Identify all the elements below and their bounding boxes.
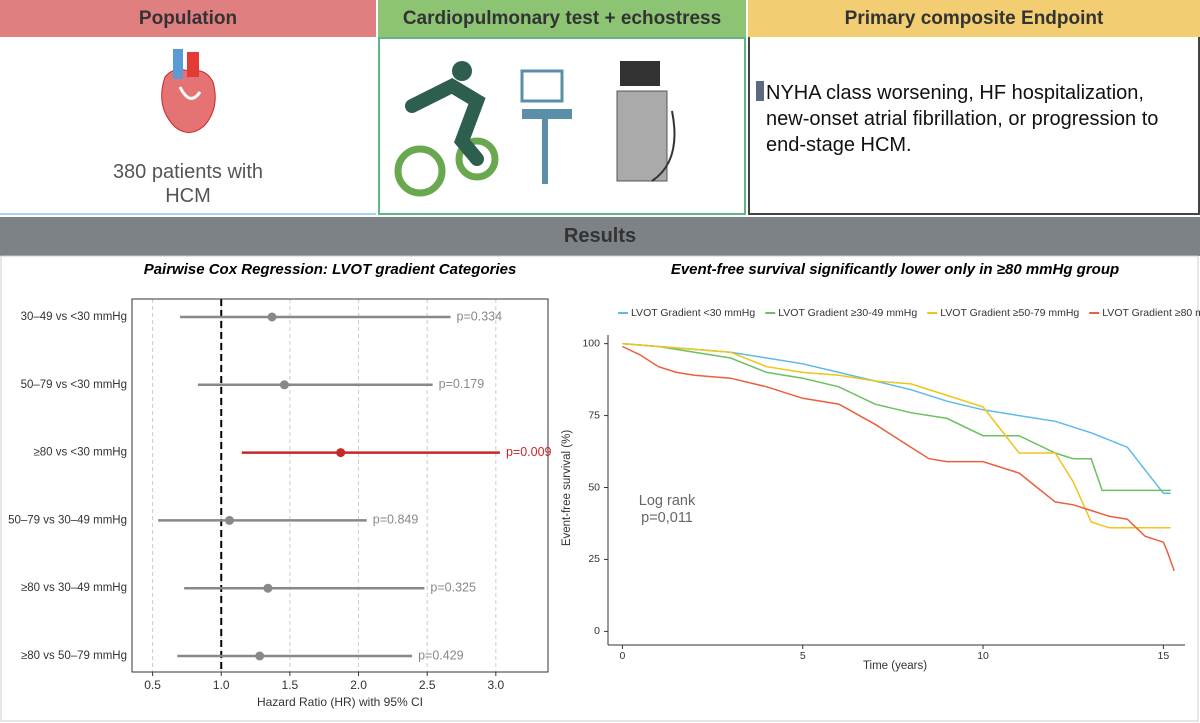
point	[336, 448, 346, 458]
test-panel	[378, 37, 746, 215]
point	[279, 380, 289, 390]
test-title: Cardiopulmonary test + echostress	[378, 0, 746, 37]
survival-line	[622, 342, 1171, 495]
population-title: Population	[0, 0, 376, 37]
y-tick-label: 50–79 vs <30 mmHg	[21, 379, 127, 391]
x-tick-label: 5	[800, 650, 806, 662]
point	[224, 515, 234, 525]
point	[263, 583, 273, 593]
p-label: p=0.009	[506, 445, 552, 459]
x-tick-label: 15	[1158, 650, 1170, 662]
annotation: Log rank	[639, 493, 696, 509]
y-tick-label: 30–49 vs <30 mmHg	[21, 311, 127, 323]
point	[267, 312, 277, 322]
results-bar: Results	[0, 217, 1200, 256]
x-tick-label: 2.0	[350, 678, 367, 692]
x-tick-label: 10	[977, 650, 989, 662]
p-label: p=0.334	[457, 309, 503, 323]
heart-icon	[161, 49, 216, 133]
y-tick-label: ≥80 vs <30 mmHg	[33, 447, 127, 459]
legend-label: LVOT Gradient ≥30-49 mmHg	[778, 307, 917, 319]
survival-line	[622, 342, 1171, 529]
x-tick-label: 0.5	[144, 678, 161, 692]
legend-label: LVOT Gradient ≥80 mmHg	[1102, 307, 1200, 319]
x-tick-label: 3.0	[487, 678, 504, 692]
endpoint-panel: NYHA class worsening, HF hospitalization…	[748, 37, 1200, 215]
population-panel: 380 patients with HCM	[0, 37, 376, 215]
legend-label: LVOT Gradient ≥50-79 mmHg	[940, 307, 1079, 319]
p-label: p=0.849	[373, 513, 419, 527]
p-label: p=0.325	[430, 580, 476, 594]
y-tick-label: 75	[588, 409, 600, 421]
y-tick-label: 25	[588, 553, 600, 565]
p-label: p=0.429	[418, 648, 464, 662]
test-icons	[394, 61, 676, 197]
bullet-icon	[756, 81, 764, 101]
plot-frame	[131, 298, 549, 673]
x-tick-label: 2.5	[419, 678, 436, 692]
x-tick-label: 1.0	[213, 678, 230, 692]
survival-line	[622, 342, 1171, 492]
population-text: 380 patients with HCM	[112, 161, 264, 207]
chart-title: Pairwise Cox Regression: LVOT gradient C…	[144, 261, 517, 278]
y-tick-label: 0	[594, 625, 600, 637]
y-axis-label: Event-free survival (%)	[561, 430, 573, 546]
endpoint-title: Primary composite Endpoint	[748, 0, 1200, 37]
x-axis-label: Time (years)	[863, 660, 927, 672]
x-tick-label: 1.5	[282, 678, 299, 692]
y-tick-label: ≥80 vs 50–79 mmHg	[21, 650, 127, 662]
y-tick-label: 50	[588, 481, 600, 493]
survival-line	[622, 345, 1175, 572]
legend-label: LVOT Gradient <30 mmHg	[631, 307, 755, 319]
y-tick-label: 50–79 vs 30–49 mmHg	[8, 514, 127, 526]
x-tick-label: 0	[620, 650, 626, 662]
y-tick-label: ≥80 vs 30–49 mmHg	[21, 582, 127, 594]
endpoint-text: NYHA class worsening, HF hospitalization…	[766, 82, 1159, 156]
chart-title: Event-free survival significantly lower …	[671, 261, 1119, 278]
p-label: p=0.179	[439, 377, 485, 391]
annotation: p=0,011	[641, 510, 693, 526]
y-tick-label: 100	[582, 337, 600, 349]
x-axis-label: Hazard Ratio (HR) with 95% CI	[257, 695, 423, 709]
point	[255, 651, 265, 661]
results-frame	[0, 255, 1199, 722]
